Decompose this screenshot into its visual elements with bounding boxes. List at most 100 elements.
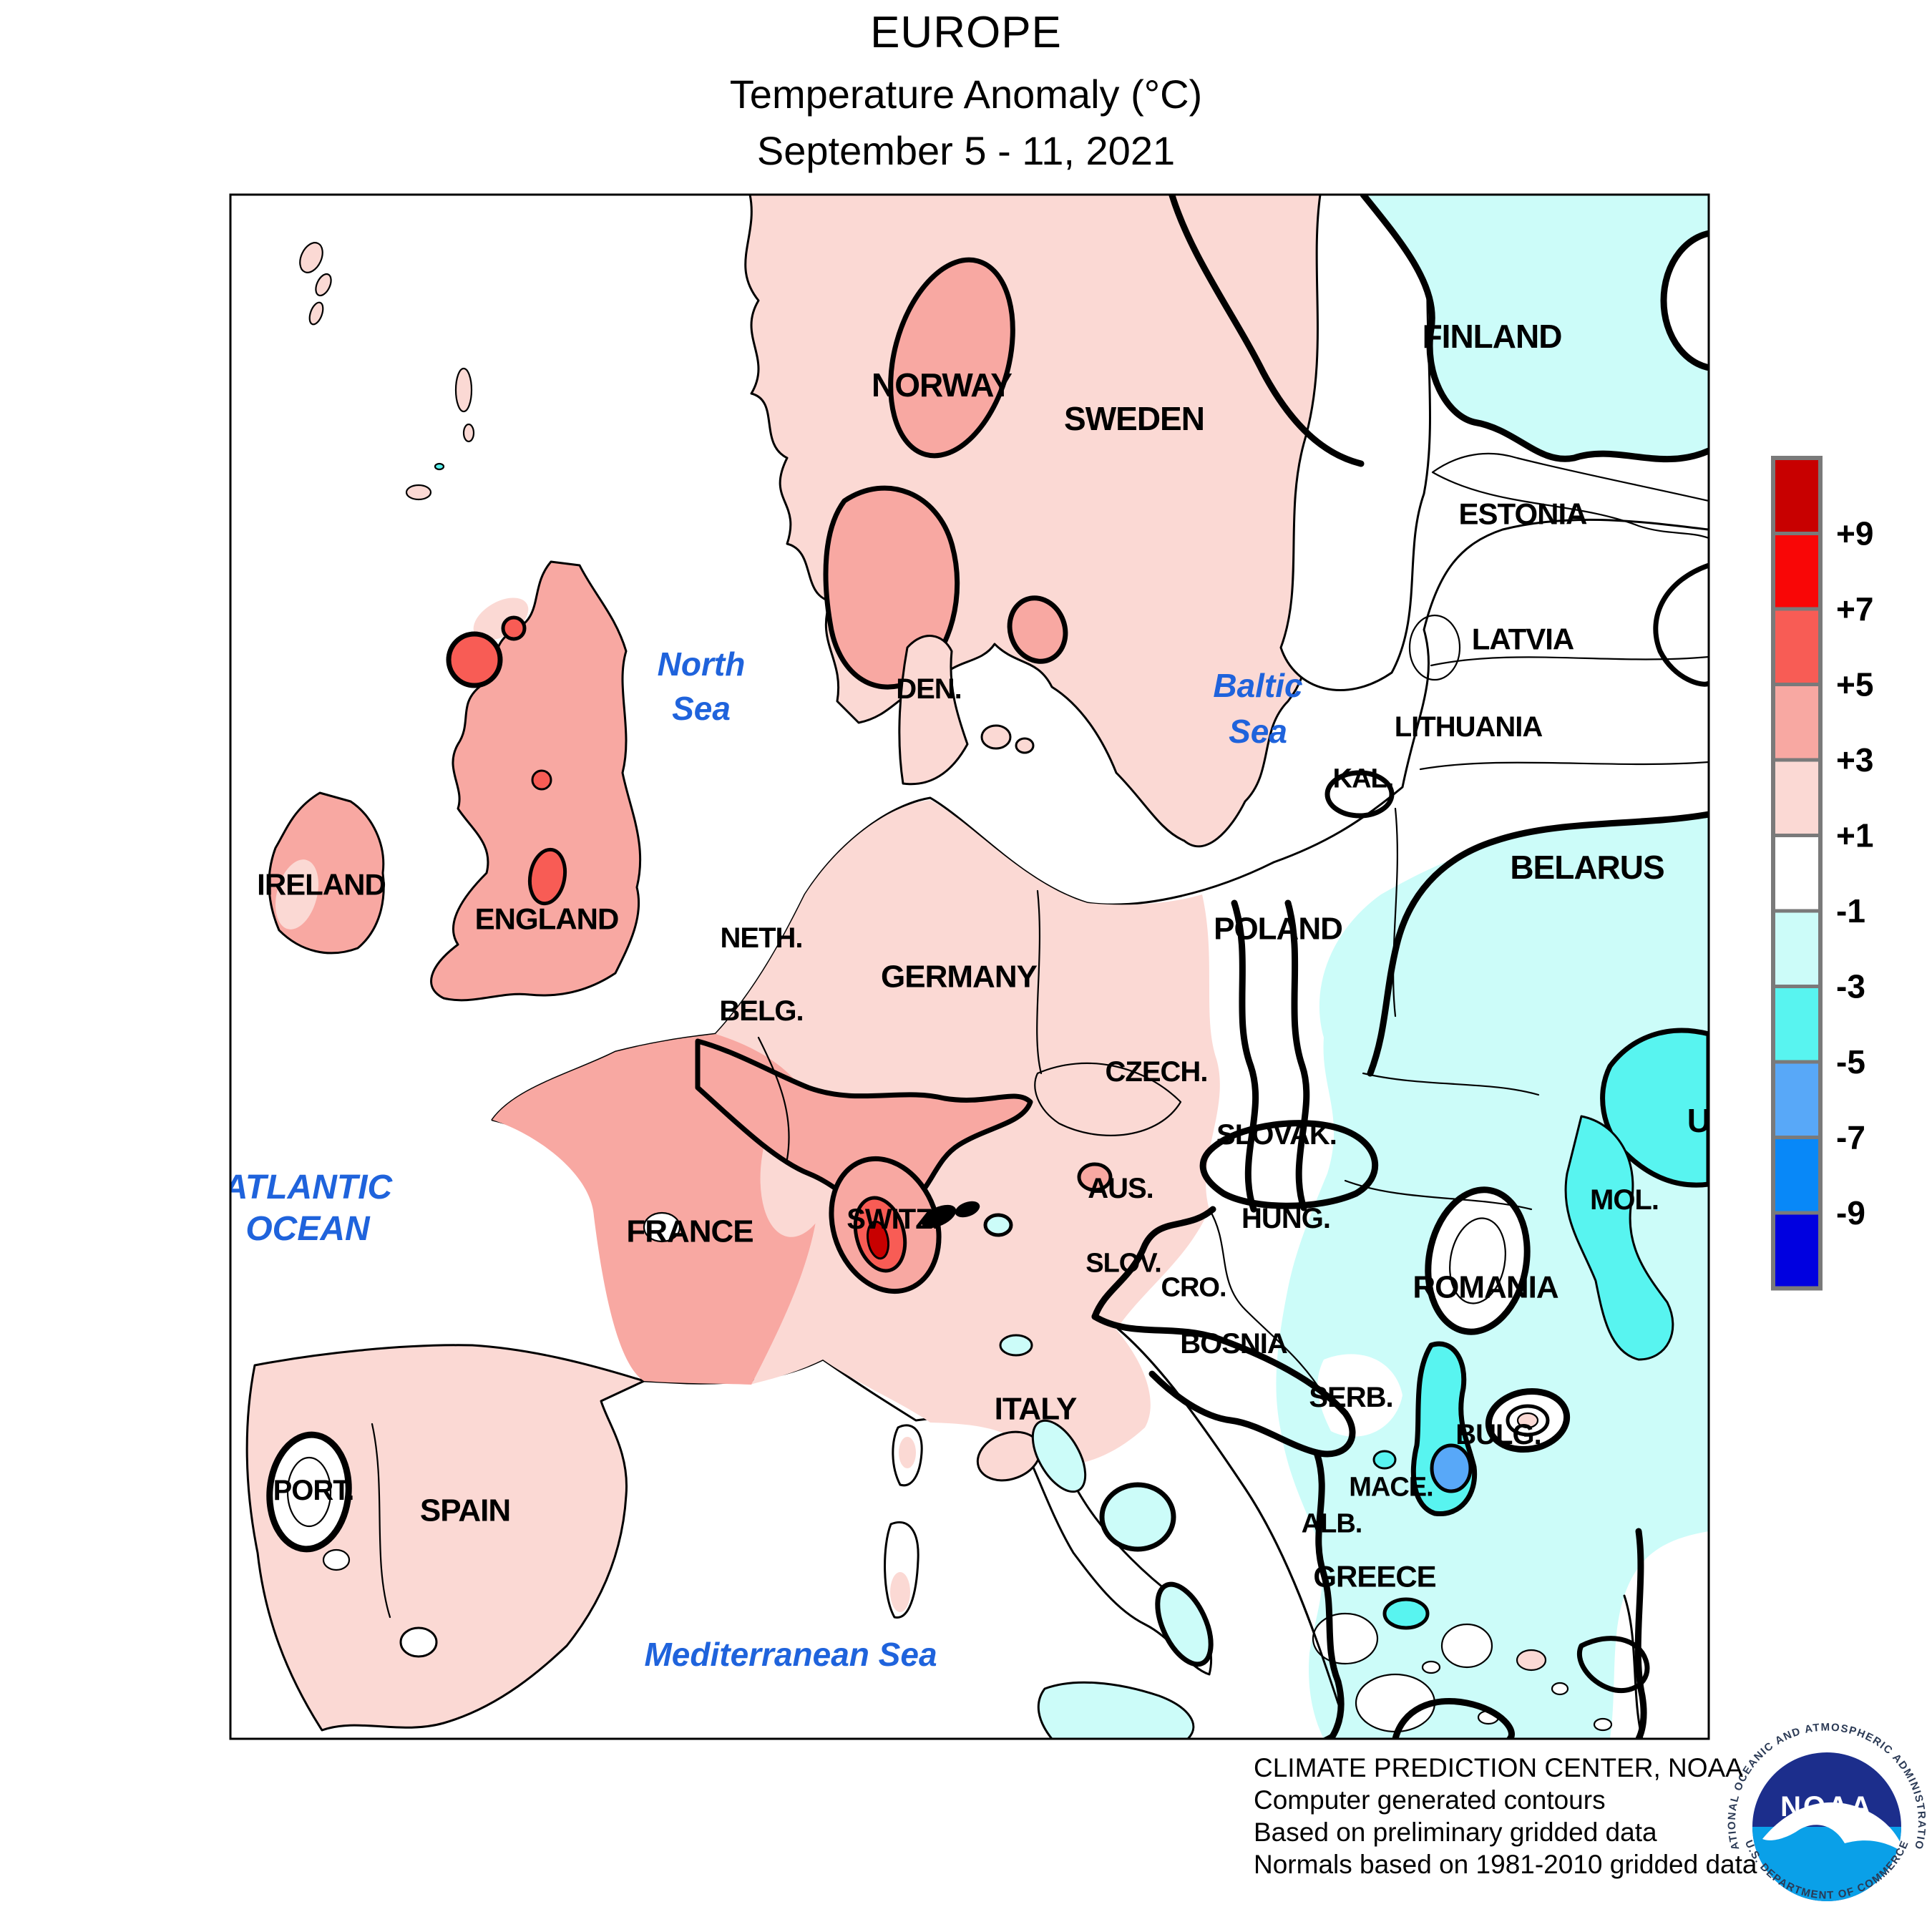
noaa-logo-disc-bottom	[1752, 1827, 1901, 1901]
zero-contour-blacksea	[1634, 1528, 1647, 1739]
border-baltic-1	[1430, 655, 1709, 667]
country-label-mace: MACE.	[1349, 1472, 1433, 1502]
oslo-warm-blob	[1007, 595, 1068, 664]
sea-labels-group: North Sea Baltic Sea ATLANTIC OCEAN Mediterran…	[230, 645, 1303, 1673]
contour-estonia-east	[1653, 562, 1709, 687]
ireland-west-pink	[275, 859, 318, 930]
sea-label-baltic: Baltic	[1213, 667, 1302, 704]
border-pl-by	[1392, 807, 1398, 1018]
country-label-czech: CZECH.	[1106, 1056, 1208, 1088]
greece-white-patch-3	[1440, 1623, 1493, 1669]
legend-color-cell	[1771, 909, 1823, 988]
country-label-england: ENGLAND	[475, 902, 619, 936]
country-label-belg: BELG.	[719, 995, 803, 1027]
alps-cool-spot	[983, 1213, 1013, 1237]
carpathian-inner-ring	[1449, 1217, 1506, 1304]
legend-colorbar: +9 +7 +5 +3 +1 -1 -3 -5 -7 -9	[1771, 456, 1873, 1291]
bulgaria-cold-core	[1430, 1443, 1473, 1493]
country-labels-group: NORWAY SWEDEN FINLAND ESTONIA LATVIA LITHUANI…	[257, 318, 1765, 1594]
aegean-island-3	[1551, 1682, 1569, 1696]
sea-label-ocean: OCEAN	[245, 1210, 371, 1248]
bulgaria-inner-ring	[1506, 1404, 1550, 1437]
faroe-3	[308, 301, 324, 326]
noaa-logo-wordmark: NOAA	[1780, 1791, 1873, 1823]
legend-border	[1771, 456, 1823, 1291]
sardinia	[884, 1521, 919, 1619]
legend-tick-label: +1	[1836, 817, 1873, 854]
legend-color-cell	[1771, 758, 1823, 837]
border-balkans	[1208, 1208, 1325, 1397]
germany-warm-tongue	[695, 1038, 1033, 1213]
attribution-line: Based on preliminary gridded data	[1254, 1818, 1657, 1847]
zero-contour-sweden	[1169, 195, 1365, 467]
greece-cool-spot	[1382, 1597, 1430, 1630]
country-label-ukr: UKR.	[1687, 1102, 1765, 1139]
sea-label-sea: Sea	[1229, 713, 1287, 750]
gulf-of-bothnia	[1279, 195, 1434, 691]
map-subtitle: Temperature Anomaly (°C)	[729, 72, 1203, 117]
legend-tick-label: +9	[1836, 515, 1873, 552]
denmark-island-2	[1015, 737, 1035, 754]
zero-contour-poland-a	[1231, 899, 1259, 1213]
alps-bullseye-core	[866, 1220, 890, 1260]
contour-knot-1	[921, 1204, 957, 1229]
country-label-finland: FINLAND	[1423, 318, 1562, 355]
legend-tick-label: -1	[1836, 892, 1865, 930]
country-label-belarus: BELARUS	[1510, 849, 1664, 886]
france-white-spot	[643, 1211, 681, 1243]
zero-contour-aegean-1	[1392, 1697, 1515, 1739]
border-baltic-2	[1419, 761, 1709, 771]
page-title: EUROPE	[870, 8, 1062, 57]
country-label-latvia: LATVIA	[1472, 623, 1574, 656]
country-label-hung: HUNG.	[1241, 1203, 1330, 1234]
shetland	[454, 367, 473, 413]
legend-tick-label: -5	[1836, 1043, 1865, 1080]
country-label-spain: SPAIN	[420, 1493, 510, 1528]
gulf-of-finland	[1431, 452, 1709, 540]
serbia-white-patch	[1317, 1354, 1402, 1437]
country-label-lithuania: LITHUANIA	[1395, 711, 1543, 743]
zero-contour-hungary-ring	[1199, 1120, 1379, 1209]
country-label-estonia: ESTONIA	[1459, 497, 1588, 531]
country-label-aus: AUS.	[1088, 1173, 1153, 1204]
legend-color-cell	[1771, 456, 1823, 535]
attribution-block: CLIMATE PREDICTION CENTER, NOAA Computer…	[1254, 1752, 1757, 1880]
border-de-pl	[1036, 889, 1043, 1075]
zero-contour-bosnia	[1091, 1313, 1356, 1458]
country-label-neth: NETH.	[721, 922, 803, 954]
country-label-mol: MOL.	[1590, 1184, 1659, 1216]
central-norway-warm-blob	[888, 257, 1015, 459]
country-label-romania: ROMANIA	[1413, 1269, 1558, 1304]
country-label-germany: GERMANY	[881, 959, 1038, 994]
corsica	[892, 1424, 923, 1487]
date-range: September 5 - 11, 2021	[756, 128, 1176, 173]
serbia-cool-spot	[1372, 1450, 1397, 1470]
border-czech	[1034, 1062, 1182, 1136]
border-fr-de	[757, 1036, 790, 1161]
country-label-france: FRANCE	[626, 1214, 753, 1249]
sea-label-north: North	[658, 645, 746, 683]
bulgaria-warm-center	[1516, 1412, 1539, 1429]
legend-tick-label: +5	[1836, 666, 1873, 703]
spain-white-spot-2	[322, 1548, 351, 1571]
zero-contour-greece	[1313, 1449, 1345, 1739]
zero-contour-poland-b	[1284, 899, 1310, 1211]
ukraine-cool-blob	[1600, 1028, 1709, 1188]
portugal-inner-ring	[286, 1456, 332, 1528]
legend-color-cell	[1771, 1136, 1823, 1215]
legend-tick-label: -3	[1836, 968, 1865, 1005]
country-label-italy: ITALY	[995, 1391, 1077, 1426]
country-label-greece: GREECE	[1313, 1560, 1435, 1594]
moldova-cool-blob	[1564, 1115, 1674, 1361]
denmark	[898, 635, 969, 786]
legend-color-cell	[1771, 532, 1823, 611]
iberia-region	[245, 1344, 645, 1732]
legend-color-cell	[1771, 985, 1823, 1064]
country-label-serb: SERB.	[1309, 1382, 1392, 1413]
legend-color-cell	[1771, 1060, 1823, 1139]
blacksea-warm-spot	[1516, 1649, 1547, 1672]
sicily	[1037, 1681, 1195, 1739]
country-label-slov: SLOV.	[1085, 1248, 1161, 1278]
country-label-poland: POLAND	[1214, 911, 1342, 946]
